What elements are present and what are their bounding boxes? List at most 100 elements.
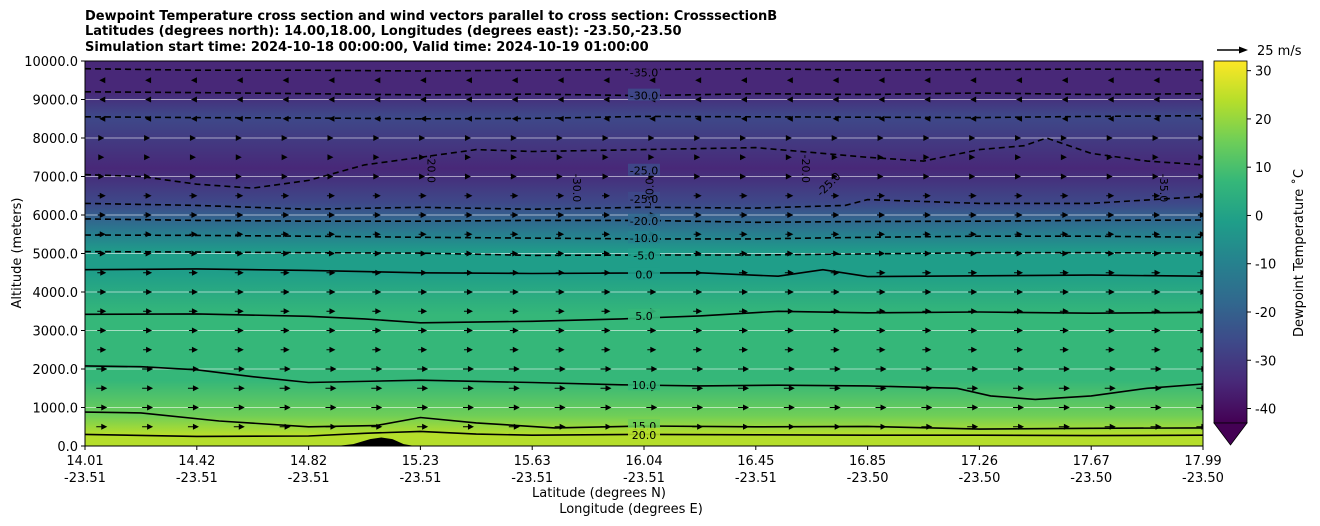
wind-vector (511, 77, 518, 84)
wind-vector (970, 115, 977, 122)
wind-vector (1016, 96, 1023, 103)
wind-vector (373, 135, 380, 141)
wind-vector (739, 212, 748, 218)
wind-vector (831, 192, 840, 199)
wind-vector (1059, 346, 1069, 353)
wind-vector (693, 289, 703, 295)
wind-vector (508, 366, 520, 372)
chart-title-line-3: Simulation start time: 2024-10-18 00:00:… (85, 40, 649, 55)
wind-vector (967, 385, 979, 392)
wind-vector (877, 135, 884, 141)
wind-vector (876, 346, 886, 353)
wind-vector (371, 366, 383, 372)
wind-vector (602, 173, 609, 180)
wind-vector (419, 173, 426, 180)
wind-vector (600, 385, 612, 392)
wind-vector (694, 173, 701, 180)
colorbar-tick-label: 30 (1255, 65, 1272, 80)
wind-vector (784, 346, 794, 353)
wind-vector (1197, 327, 1203, 334)
wind-vector (1061, 96, 1068, 103)
wind-vector (190, 77, 197, 84)
wind-vector (419, 135, 426, 141)
wind-vector (189, 135, 196, 141)
wind-vector (784, 327, 794, 334)
wind-vector (97, 346, 107, 353)
x-tick-label-lat: 17.67 (1073, 454, 1110, 469)
wind-vector (649, 115, 656, 122)
wind-vector (143, 192, 152, 199)
wind-vector (143, 212, 152, 218)
wind-vector (325, 385, 337, 392)
contour-line (85, 137, 1203, 189)
wind-vector (785, 192, 794, 199)
wind-vector (418, 327, 428, 334)
wind-vector (1061, 77, 1068, 84)
wind-vector (234, 327, 244, 334)
wind-vector (463, 327, 473, 334)
wind-vector (1014, 212, 1023, 218)
wind-vector (1153, 77, 1160, 84)
contour-label: -5.0 (633, 249, 654, 262)
wind-vector (554, 366, 566, 372)
wind-vector (510, 135, 517, 141)
colorbar-tick-label: 20 (1255, 113, 1272, 128)
wind-vector (236, 77, 243, 84)
wind-vector (1197, 192, 1203, 199)
wind-vector (235, 173, 242, 180)
wind-vector (969, 135, 976, 141)
wind-vector (968, 192, 977, 199)
wind-vector (555, 308, 565, 315)
colorbar-tick-label: -30 (1255, 354, 1276, 369)
x-tick-label-lat: 14.42 (178, 454, 215, 469)
wind-vector (144, 135, 151, 141)
wind-vector (372, 212, 381, 218)
wind-vector (968, 231, 977, 238)
wind-vector (740, 135, 747, 141)
wind-vector (280, 346, 290, 353)
y-tick-label: 8000.0 (33, 132, 79, 147)
wind-vector (233, 366, 245, 372)
wind-vector (508, 385, 520, 392)
contour-label: -30.0 (630, 90, 658, 103)
x-tick-label-lat: 14.82 (290, 454, 327, 469)
contour-label: -10.0 (630, 232, 658, 245)
wind-vector (464, 192, 473, 199)
wind-vector (510, 173, 517, 180)
wind-vector (601, 212, 610, 218)
wind-vector (280, 327, 290, 334)
wind-vector (922, 231, 931, 238)
wind-vector (509, 289, 519, 295)
wind-vector (786, 96, 793, 103)
wind-vector (648, 135, 655, 141)
wind-vector (143, 289, 153, 295)
wind-vector (510, 192, 519, 199)
wind-vector (554, 385, 566, 392)
wind-vector (693, 327, 703, 334)
wind-vector (740, 154, 747, 161)
wind-vector (188, 308, 198, 315)
wind-vector (142, 423, 154, 430)
wind-vector (510, 231, 519, 238)
colorbar-tick-label: 0 (1255, 209, 1263, 224)
wind-vector (738, 404, 750, 411)
wind-vector (143, 308, 153, 315)
wind-vector (783, 385, 795, 392)
terrain-shape (336, 437, 415, 446)
wind-vector (99, 96, 106, 103)
wind-vector (188, 346, 198, 353)
wind-vector (830, 289, 840, 295)
wind-vector (1059, 269, 1069, 276)
wind-vector (418, 289, 428, 295)
wind-vector (922, 327, 932, 334)
contour-line (85, 218, 1203, 224)
wind-vector (188, 269, 198, 276)
contour-label: 10.0 (632, 379, 657, 392)
wind-vector (1015, 154, 1022, 161)
wind-vector (1105, 346, 1115, 353)
wind-vector (969, 173, 976, 180)
colorbar-extend-triangle (1213, 422, 1248, 446)
wind-vector (281, 192, 290, 199)
contour-label: -25.0 (630, 193, 658, 206)
wind-vector (785, 212, 794, 218)
